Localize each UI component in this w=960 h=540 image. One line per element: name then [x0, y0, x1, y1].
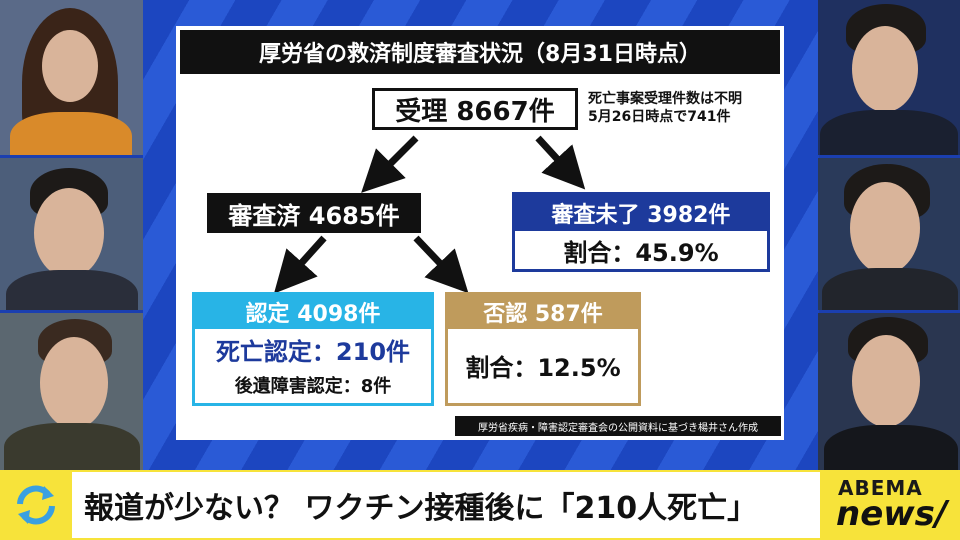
note-line: 5月26日時点で741件 — [588, 109, 731, 125]
approved-disability: 後遺障害認定：8件 — [234, 376, 392, 397]
panelist-video — [0, 0, 143, 155]
arrow — [413, 235, 469, 294]
denied-box: 否認 587件 割合：12.5% — [445, 292, 641, 406]
pending-box: 審査未了 3982件 割合：45.9% — [512, 192, 770, 272]
info-board: 厚労省の救済制度審査状況（8月31日時点） 受理 8667件 死亡事案受理件数は… — [176, 26, 784, 440]
pending-ratio: 割合：45.9% — [563, 238, 719, 267]
received-note: 死亡事案受理件数は不明 5月26日時点で741件 — [588, 90, 742, 126]
arrow — [273, 235, 327, 294]
panelist-video — [818, 158, 960, 310]
logo-brand: ABEMA — [838, 476, 923, 500]
panelist-video — [0, 158, 143, 310]
source-note: 厚労省疾病・障害認定審査会の公開資料に基づき楊井さん作成 — [455, 416, 781, 436]
board-title: 厚労省の救済制度審査状況（8月31日時点） — [180, 30, 780, 74]
approved-box: 認定 4098件 死亡認定：210件 後遺障害認定：8件 — [192, 292, 434, 406]
received-box: 受理 8667件 — [372, 88, 578, 130]
reviewed-box: 審査済 4685件 — [207, 193, 421, 233]
denied-ratio: 割合：12.5% — [465, 353, 621, 382]
logo-channel: news/ — [836, 494, 948, 534]
approved-death: 死亡認定：210件 — [215, 337, 411, 366]
arrow — [361, 135, 419, 193]
approved-header: 認定 4098件 — [195, 295, 431, 329]
panelist-video — [818, 313, 960, 470]
arrow — [535, 135, 586, 190]
ticker-headline: 報道が少ない？ ワクチン接種後に「210人死亡」 — [72, 472, 820, 538]
pending-header: 審査未了 3982件 — [515, 195, 767, 231]
panelist-video — [0, 313, 143, 470]
denied-header: 否認 587件 — [448, 295, 638, 329]
ticker-icon — [17, 485, 55, 525]
panelist-video — [818, 0, 960, 155]
arrows — [273, 135, 586, 294]
note-line: 死亡事案受理件数は不明 — [588, 91, 742, 107]
